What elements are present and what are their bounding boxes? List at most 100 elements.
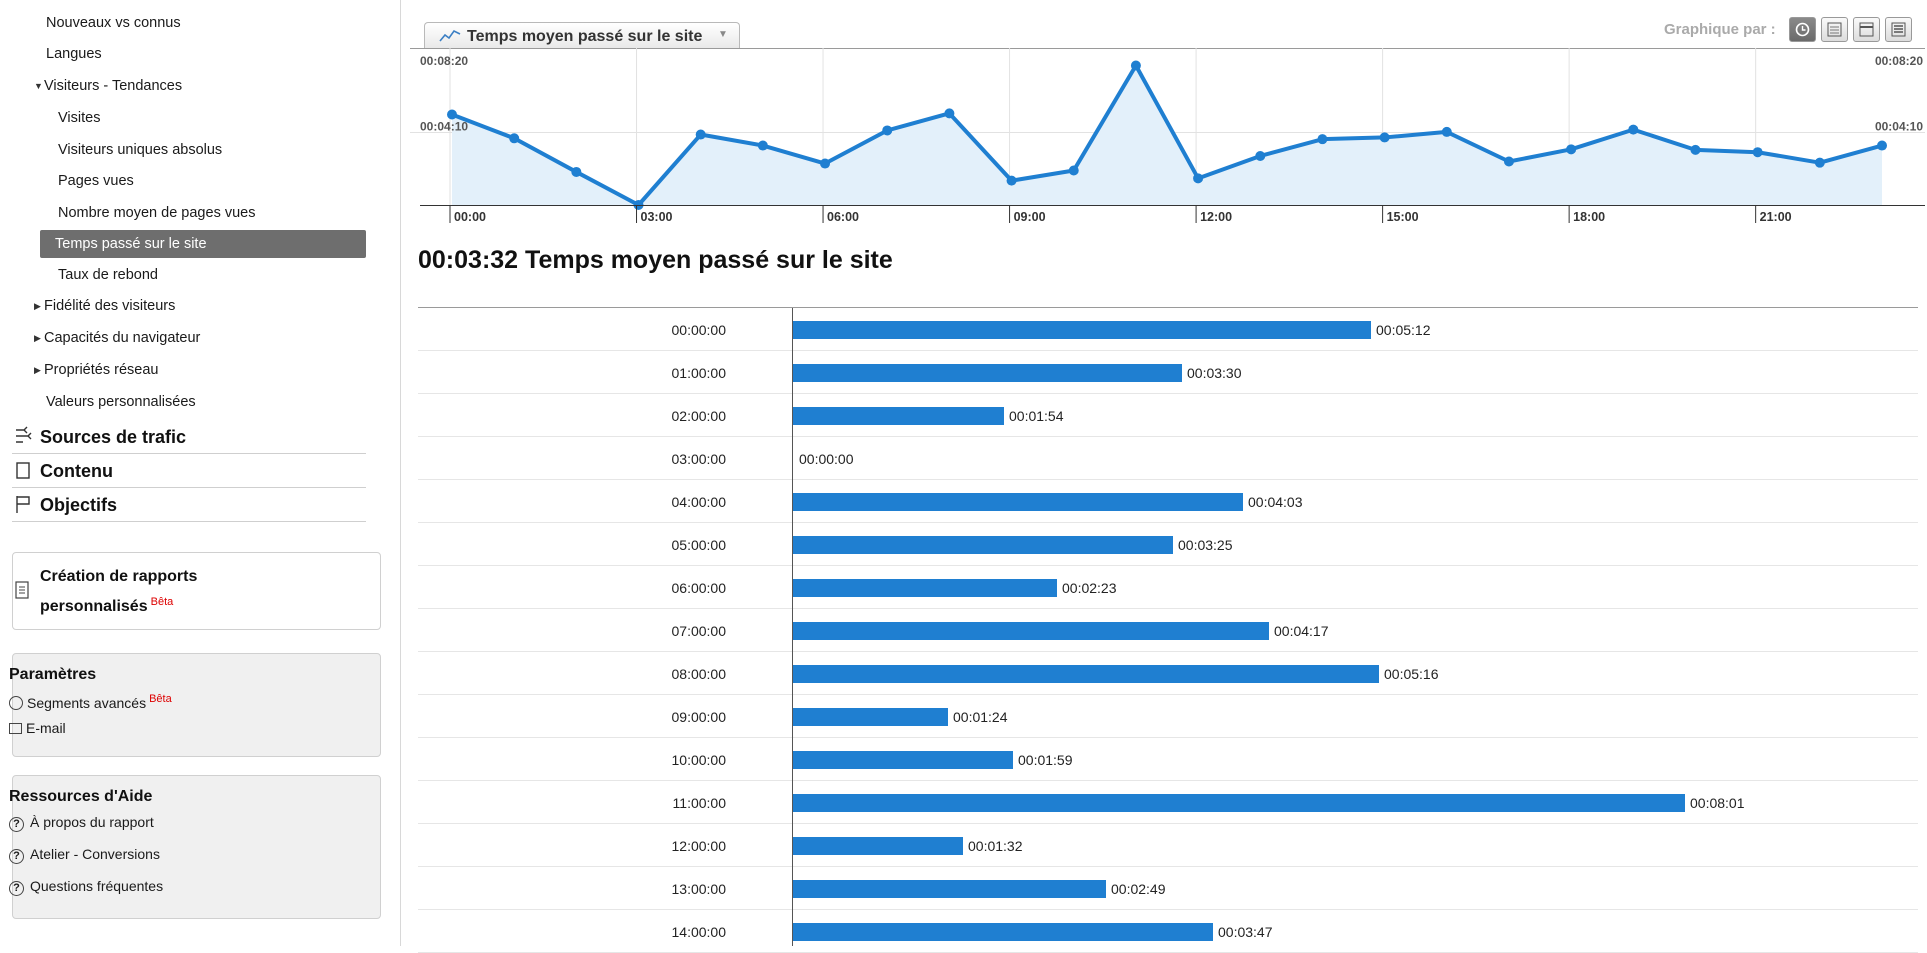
triangle-right-icon: ▶ [34, 333, 41, 343]
x-tick-label: 21:00 [1760, 210, 1792, 224]
nav-item[interactable]: Langues [46, 46, 102, 62]
custom-reports-link[interactable]: personnalisés Bêta [40, 596, 173, 616]
section-traffic-sources[interactable]: Sources de trafic [12, 420, 366, 454]
bar [792, 665, 1379, 683]
table-row: 02:00:00 00:01:54 [418, 394, 1918, 437]
help-link-conversions[interactable]: ? Atelier - Conversions [9, 846, 160, 864]
graph-by-label: Graphique par : [1664, 21, 1776, 38]
summary-value: 00:03:32 [418, 246, 519, 274]
nav-item[interactable]: ▼Visiteurs - Tendances [34, 78, 182, 94]
email-link[interactable]: E-mail [9, 720, 66, 736]
x-tick-label: 00:00 [454, 210, 486, 224]
row-hour-label: 03:00:00 [671, 451, 727, 467]
nav-item[interactable]: Visites [58, 110, 100, 126]
table-row: 11:00:00 00:08:01 [418, 781, 1918, 824]
table-row: 09:00:00 00:01:24 [418, 695, 1918, 738]
bar [792, 622, 1269, 640]
data-point [1690, 144, 1701, 155]
data-point [1877, 140, 1887, 151]
y-tick-label-right: 00:04:10 [1875, 120, 1923, 134]
nav-item-label: Capacités du navigateur [44, 330, 201, 346]
table-row: 08:00:00 00:05:16 [418, 652, 1918, 695]
help-link-faq[interactable]: ? Questions fréquentes [9, 878, 163, 896]
bar [792, 880, 1106, 898]
data-point [944, 108, 955, 119]
triangle-right-icon: ▶ [34, 301, 41, 311]
data-point [1006, 175, 1017, 186]
bar-value-label: 00:03:30 [1187, 365, 1242, 381]
nav-item[interactable]: Taux de rebond [58, 267, 158, 283]
nav-item-label: Visiteurs - Tendances [44, 78, 183, 94]
table-row: 06:00:00 00:02:23 [418, 566, 1918, 609]
table-row: 14:00:00 00:03:47 [418, 910, 1918, 953]
row-hour-label: 02:00:00 [671, 408, 727, 424]
table-axis-line [792, 308, 793, 946]
y-tick-label-right: 00:08:20 [1875, 54, 1923, 68]
table-row: 13:00:00 00:02:49 [418, 867, 1918, 910]
data-point [447, 109, 457, 120]
bar-value-label: 00:01:59 [1018, 752, 1073, 768]
settings-box: Paramètres Segments avancés Bêta E-mail [9, 653, 381, 757]
bar [792, 536, 1173, 554]
nav-item-label: Visites [58, 110, 101, 126]
data-point [1130, 60, 1141, 71]
row-hour-label: 10:00:00 [671, 752, 727, 768]
table-top-rule [418, 307, 1918, 308]
section-content[interactable]: Contenu [12, 454, 366, 488]
nav-item[interactable]: Pages vues [58, 173, 134, 189]
help-link-about-report[interactable]: ? À propos du rapport [9, 814, 154, 832]
bar [792, 493, 1243, 511]
nav-item[interactable]: ▶ Capacités du navigateur [34, 330, 200, 346]
nav-item[interactable]: Visiteurs uniques absolus [58, 142, 222, 158]
nav-item[interactable]: Valeurs personnalisées [46, 394, 196, 410]
x-tick-label: 15:00 [1387, 210, 1419, 224]
nav-item[interactable]: Nouveaux vs connus [46, 15, 181, 31]
settings-title: Paramètres [9, 666, 97, 683]
line-chart: 00:08:20 00:08:20 00:04:10 00:04:10 00:00 03:… [410, 48, 1925, 224]
table-row: 00:00:00 00:05:12 [418, 308, 1918, 351]
nav-item[interactable]: ▶ Fidélité des visiteurs [34, 298, 175, 314]
graph-by-week-button[interactable] [1853, 17, 1880, 42]
page-icon [16, 462, 30, 479]
bar [792, 579, 1057, 597]
nav-item-selected[interactable]: Temps passé sur le site [40, 230, 366, 258]
left-sidebar: Nouveaux vs connus Langues ▼Visiteurs - Te… [0, 0, 401, 946]
bar [792, 364, 1182, 382]
bar-value-label: 00:01:24 [953, 709, 1008, 725]
data-point [1255, 150, 1266, 161]
nav-item[interactable]: Nombre moyen de pages vues [58, 205, 255, 221]
bar-value-label: 00:04:17 [1274, 623, 1329, 639]
flag-icon [16, 496, 30, 513]
help-icon: ? [9, 881, 24, 896]
nav-item-label: Valeurs personnalisées [46, 394, 196, 410]
nav-item-label: Nombre moyen de pages vues [58, 205, 256, 221]
bar-value-label: 00:02:49 [1111, 881, 1166, 897]
graph-by-day-button[interactable] [1821, 17, 1848, 42]
nav-item[interactable]: ▶ Propriétés réseau [34, 362, 158, 378]
data-point [1503, 156, 1514, 167]
bar-value-label: 00:00:00 [799, 451, 854, 467]
table-row: 04:00:00 00:04:03 [418, 480, 1918, 523]
graph-by-month-button[interactable] [1885, 17, 1912, 42]
row-hour-label: 09:00:00 [671, 709, 727, 725]
data-point [1814, 157, 1825, 168]
table-row: 10:00:00 00:01:59 [418, 738, 1918, 781]
beta-badge: Bêta [150, 596, 174, 608]
clock-icon [1795, 22, 1810, 37]
x-tick-label: 09:00 [1014, 210, 1046, 224]
row-hour-label: 11:00:00 [672, 795, 726, 811]
advanced-segments-link[interactable]: Segments avancés Bêta [9, 693, 172, 711]
graph-metric-selector[interactable]: Temps moyen passé sur le site ▼ [424, 22, 740, 48]
graph-by-hour-button[interactable] [1789, 17, 1816, 42]
summary-label: Temps moyen passé sur le site [525, 246, 893, 274]
advanced-segments-label: Segments avancés [27, 695, 147, 711]
section-goals[interactable]: Objectifs [12, 488, 366, 522]
custom-reports-title-line1[interactable]: Création de rapports [40, 568, 198, 585]
custom-reports-title-line2: personnalisés [40, 598, 148, 615]
table-row: 07:00:00 00:04:17 [418, 609, 1918, 652]
data-point [1566, 144, 1577, 155]
bar [792, 837, 963, 855]
bar [792, 708, 948, 726]
week-icon [1859, 22, 1874, 37]
data-point [757, 140, 768, 151]
